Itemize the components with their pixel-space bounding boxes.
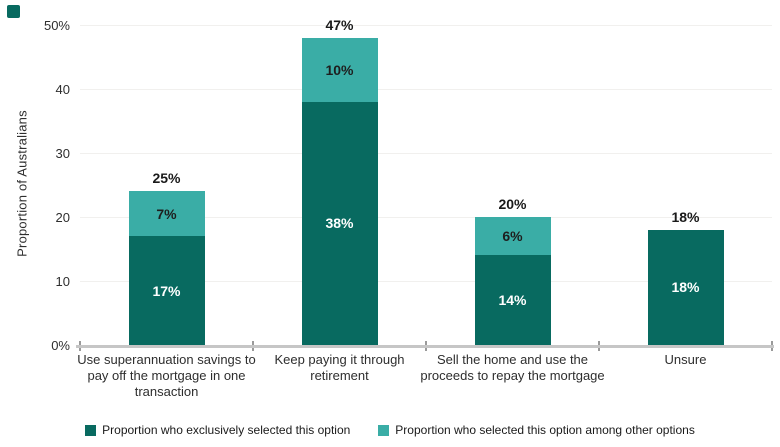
segment-value-label: 38% (325, 215, 354, 232)
category-label: Sell the home and use the proceeds to re… (420, 352, 605, 383)
category-label: Unsure (664, 352, 707, 367)
bar-segment-exclusive: 14% (474, 255, 551, 345)
y-tick-label-0: 0% (51, 338, 70, 353)
segment-value-label: 17% (152, 282, 181, 299)
legend-label: Proportion who selected this option amon… (395, 423, 695, 437)
gridline-40 (80, 89, 772, 90)
bar-segment-among-others: 6% (474, 217, 551, 256)
segment-value-label: 6% (502, 228, 523, 245)
bar-segment-exclusive: 18% (647, 229, 724, 345)
legend-swatch-dark (85, 424, 97, 436)
y-tick-label-10: 10 (55, 274, 70, 289)
category-label: Keep paying it through retirement (274, 352, 405, 383)
legend: Proportion who exclusively selected this… (0, 420, 780, 440)
total-value-label: 18% (671, 208, 700, 225)
bar-segment-exclusive: 17% (128, 236, 205, 345)
total-value-label: 25% (152, 170, 181, 187)
category-label: Use superannuation savings to pay off th… (77, 352, 256, 399)
y-tick-label-50: 50% (43, 18, 70, 33)
y-axis-title: Proportion of Australians (14, 110, 30, 257)
legend-item-among-others: Proportion who selected this option amon… (378, 423, 695, 437)
bar-segment-among-others: 7% (128, 191, 205, 237)
segment-value-label: 14% (498, 292, 527, 309)
gridline-30 (80, 153, 772, 154)
segment-value-label: 18% (671, 279, 700, 296)
legend-label: Proportion who exclusively selected this… (102, 423, 351, 437)
y-tick-label-40: 40 (55, 82, 70, 97)
gridline-10 (80, 281, 772, 282)
gridline-20 (80, 217, 772, 218)
total-value-label: 20% (498, 196, 527, 212)
segment-value-label: 7% (156, 205, 177, 222)
legend-item-exclusive: Proportion who exclusively selected this… (85, 423, 350, 437)
y-tick-label-30: 30 (55, 146, 70, 161)
bar-segment-among-others: 10% (301, 37, 378, 102)
y-tick-label-20: 20 (55, 210, 70, 225)
legend-swatch-light (378, 424, 390, 436)
bar-segment-exclusive: 38% (301, 101, 378, 345)
corner-brand-mark (7, 5, 20, 18)
segment-value-label: 10% (325, 61, 354, 78)
gridline-50 (80, 25, 772, 26)
total-value-label: 47% (325, 16, 354, 33)
x-axis-line (76, 345, 774, 348)
